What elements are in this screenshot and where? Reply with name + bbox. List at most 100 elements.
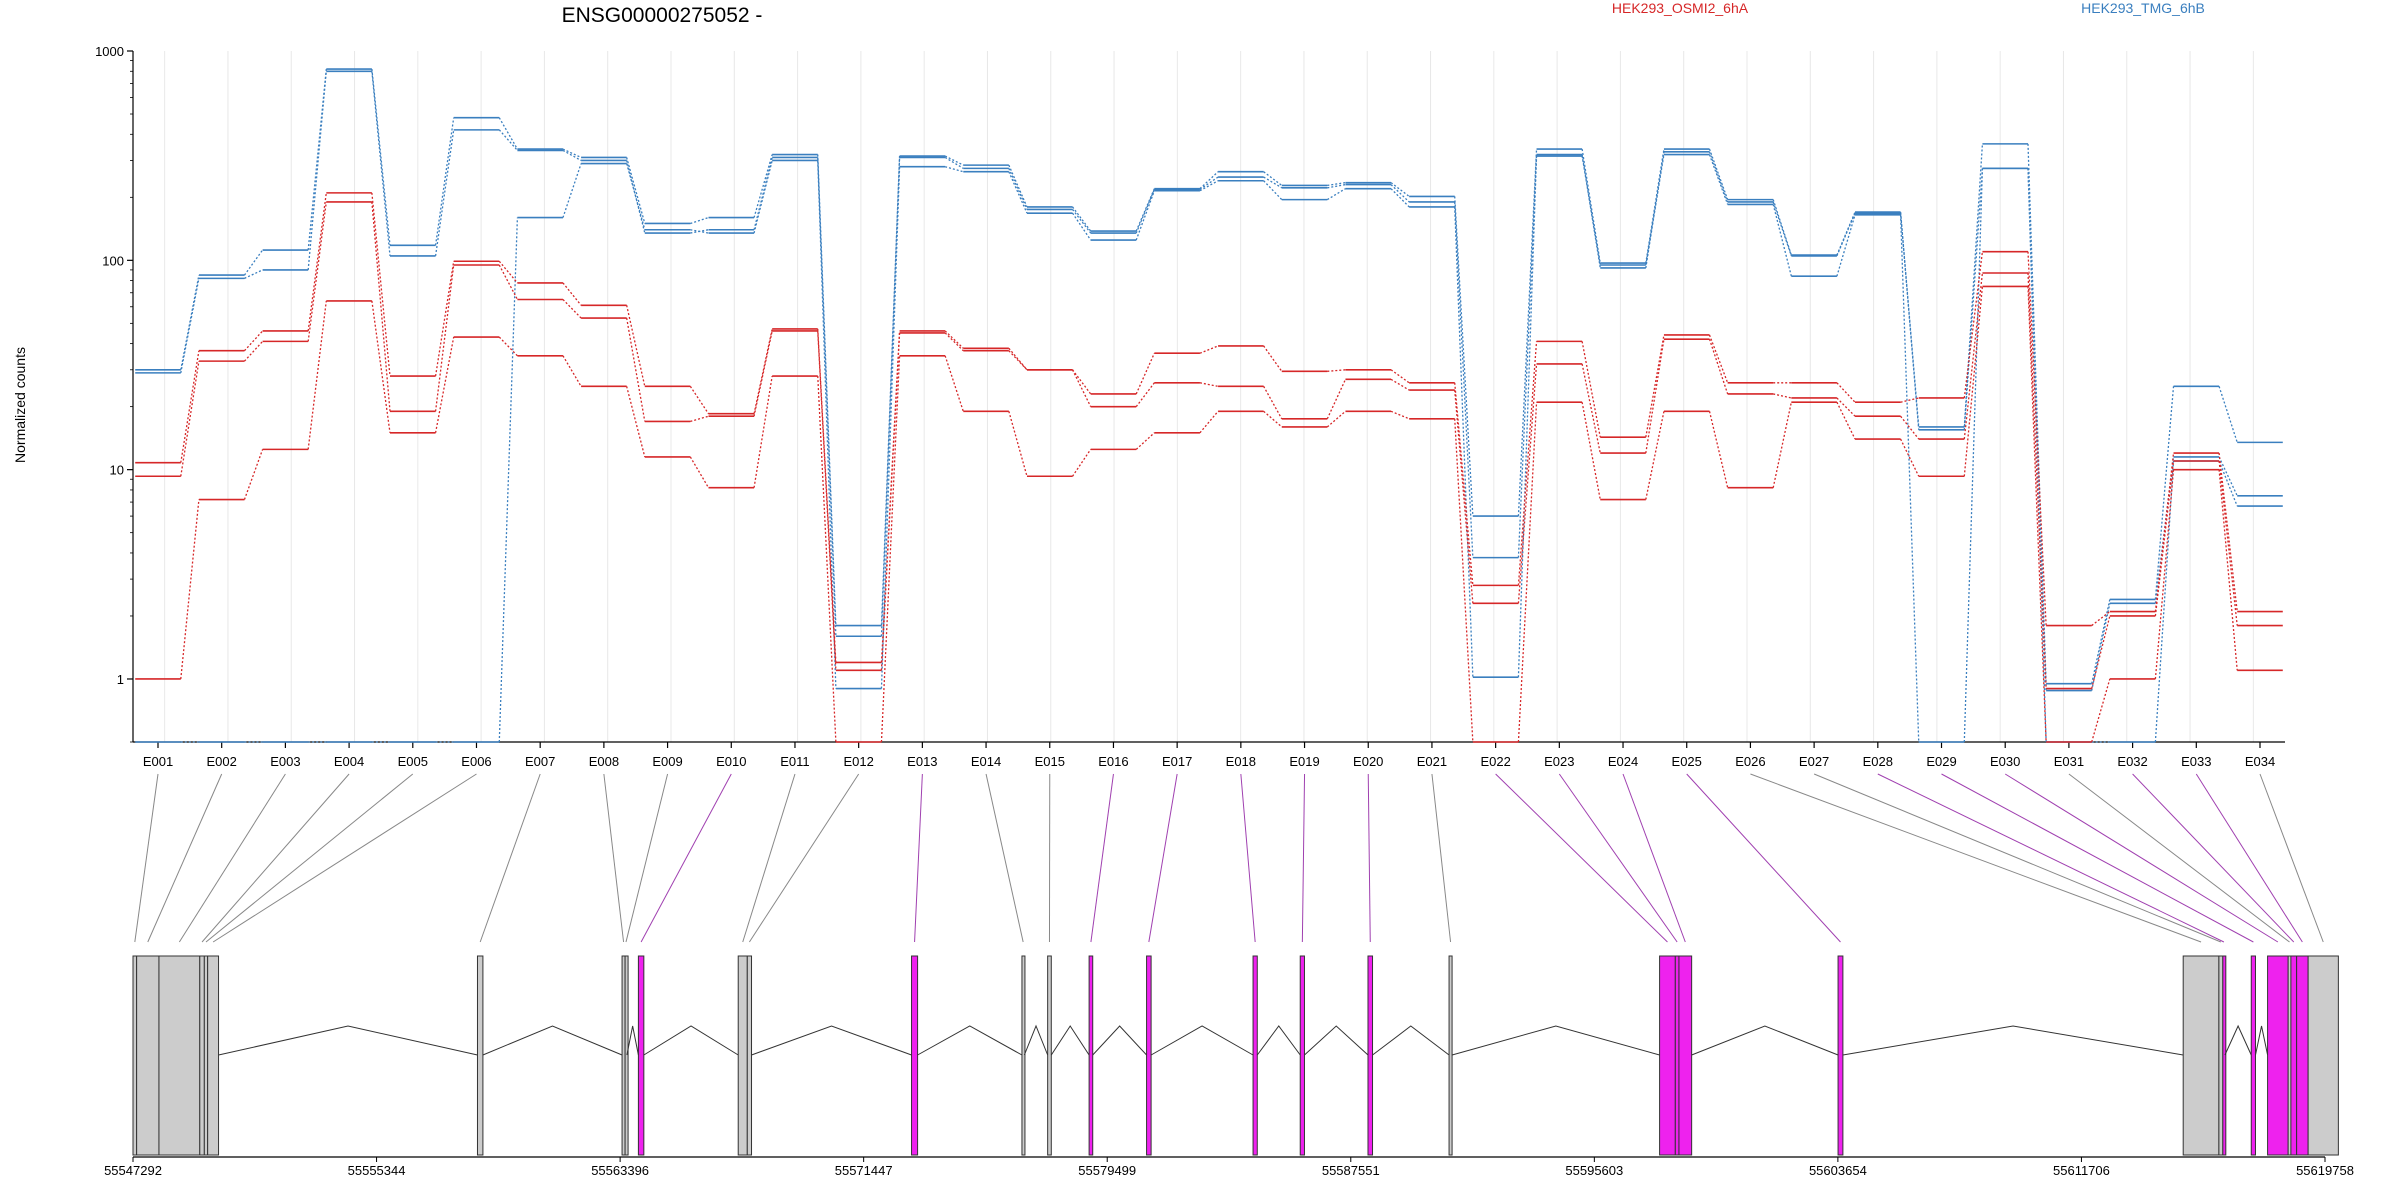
series-connector [753, 154, 773, 218]
series-connector [434, 117, 455, 246]
connector-E030 [2004, 773, 2279, 943]
exon-box-E018 [1252, 955, 1258, 1156]
series-connector [1963, 168, 1984, 743]
exon-box-E029 [2250, 955, 2256, 1156]
intron-line [1256, 1025, 1301, 1056]
exon-box-E011 [737, 955, 748, 1156]
series-connector [2154, 453, 2175, 612]
gridlines [164, 51, 2254, 742]
x-tick-label: E030 [1990, 754, 2020, 769]
series-connector [1135, 352, 1155, 395]
exon-box-E025 [1837, 955, 1844, 1156]
x-tick-label: E020 [1353, 754, 1383, 769]
series-connector [498, 260, 518, 284]
series-connector [562, 282, 582, 306]
series-connector [434, 261, 455, 377]
connector-E012 [748, 773, 860, 943]
series-connector [1708, 411, 1729, 488]
series-lines [135, 68, 2283, 743]
series-connector [244, 340, 264, 362]
y-tick-label: 10 [110, 463, 124, 478]
series-connector [1772, 199, 1792, 256]
connector-E018 [1240, 773, 1256, 943]
exon-box-E004 [199, 955, 205, 1156]
x-tick-label: E022 [1480, 754, 1510, 769]
series-connector [180, 350, 200, 463]
series-connector [1581, 341, 1601, 438]
series-connector [817, 330, 837, 671]
series-connector [1645, 154, 1665, 266]
exon-box-E023 [1674, 955, 1680, 1156]
series-connector [1454, 201, 1474, 558]
series-connector [1199, 171, 1219, 190]
series-connector [1899, 213, 1920, 430]
connector-E020 [1367, 773, 1371, 943]
series-connector [2154, 469, 2175, 680]
x-tick-label: E005 [398, 754, 428, 769]
series-connector [1199, 382, 1219, 387]
series-connector [2154, 386, 2175, 600]
series-connector [1263, 345, 1283, 372]
series-connector [307, 300, 327, 450]
series-connector [371, 201, 391, 412]
x-tick-label: E034 [2245, 754, 2275, 769]
x-tick-label: E011 [780, 754, 809, 769]
connector-E033 [2195, 773, 2303, 943]
series-connector [1327, 369, 1346, 372]
x-tick-label: E027 [1799, 754, 1829, 769]
series-connector [434, 129, 455, 256]
series-connector [2027, 168, 2047, 743]
series-connector [1645, 148, 1665, 264]
x-tick-label: E004 [334, 754, 364, 769]
series-connector [1454, 382, 1474, 586]
series-connector [1199, 345, 1219, 354]
x-tick-label: E002 [207, 754, 237, 769]
x-tick-label: E029 [1926, 754, 1956, 769]
series-connector [1773, 393, 1792, 399]
gene-axis-tick-label: 55619758 [2296, 1163, 2354, 1178]
series-connector [1263, 171, 1283, 186]
series-connector [1454, 206, 1474, 678]
series-connector [434, 264, 455, 412]
connector-E019 [1301, 773, 1306, 943]
series-connector [371, 300, 391, 433]
series-connector [944, 156, 964, 169]
series-connector [626, 386, 646, 458]
connector-E031 [2068, 773, 2290, 943]
series-connector [1899, 214, 1920, 743]
series-connector [1263, 180, 1283, 201]
x-tick-label: E010 [716, 754, 746, 769]
x-tick-label: E014 [971, 754, 1001, 769]
series-connector [1135, 190, 1155, 241]
series-connector [1072, 369, 1092, 395]
connector-E023 [1558, 773, 1678, 943]
exon-box-E015 [1047, 955, 1052, 1156]
series-connector [689, 456, 710, 489]
series-HEK293_TMG_6hB-0 [135, 68, 2283, 685]
series-connector [1072, 212, 1092, 241]
connector-E027 [1813, 773, 2222, 943]
series-connector [626, 317, 646, 422]
series-connector [1454, 196, 1474, 517]
intron-line [917, 1025, 1023, 1056]
series-connector [626, 163, 646, 230]
series-connector [1327, 182, 1346, 187]
series-connector [1772, 402, 1792, 488]
series-connector [1199, 176, 1219, 191]
connector-E028 [1877, 773, 2225, 943]
series-connector [1008, 411, 1028, 477]
series-connector [1072, 206, 1092, 232]
exon-box-E028 [2222, 955, 2227, 1156]
intron-line [1150, 1025, 1254, 1056]
series-connector [753, 375, 773, 488]
connector-E026 [1750, 773, 2202, 943]
series-connector [1135, 382, 1155, 408]
x-tick-label: E031 [2054, 754, 2084, 769]
series-connector [498, 129, 518, 151]
series-connector [2218, 469, 2238, 671]
series-connector [689, 385, 710, 415]
series-connector [944, 166, 964, 173]
connector-E002 [147, 773, 223, 943]
series-connector [1899, 212, 1920, 427]
series-connector [944, 155, 964, 166]
